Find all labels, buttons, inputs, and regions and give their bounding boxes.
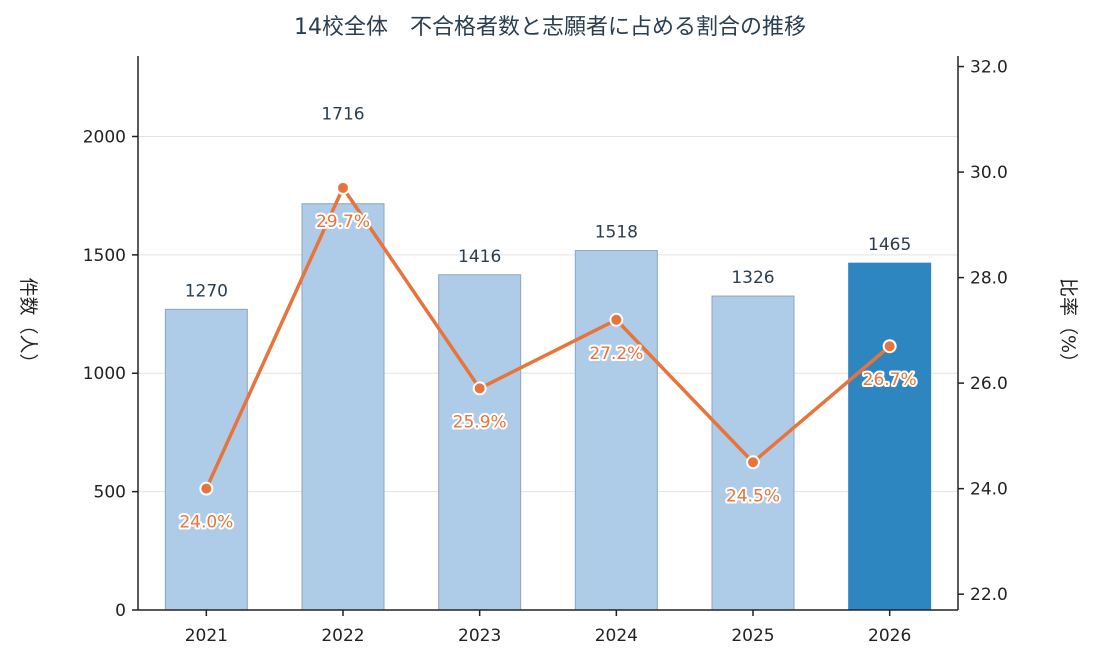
left-axis-label: 件数（人） xyxy=(17,277,39,372)
line-point xyxy=(882,339,897,354)
bar xyxy=(574,250,658,611)
bar xyxy=(848,262,932,611)
right-tick-label: 28.0 xyxy=(970,269,1008,289)
ratio-value-label: 25.9% xyxy=(453,412,507,432)
bar-value-label: 1416 xyxy=(458,247,501,267)
line-point xyxy=(472,381,487,396)
line-point xyxy=(609,312,624,327)
left-tick-label: 2000 xyxy=(83,127,126,147)
ratio-value-label: 24.0% xyxy=(179,513,233,533)
right-axis-label: 比率（%） xyxy=(1057,278,1079,372)
x-tick-label: 2025 xyxy=(731,626,774,646)
x-tick-label: 2022 xyxy=(321,626,364,646)
left-tick-label: 500 xyxy=(94,483,126,503)
right-tick-label: 32.0 xyxy=(970,58,1008,78)
right-tick-label: 30.0 xyxy=(970,163,1008,183)
ratio-value-label: 26.7% xyxy=(863,370,917,390)
bar-value-label: 1326 xyxy=(731,268,774,288)
x-tick-label: 2024 xyxy=(595,626,638,646)
x-tick-label: 2021 xyxy=(185,626,228,646)
bar-value-label: 1465 xyxy=(868,235,911,255)
gridlines xyxy=(138,135,958,493)
ratio-line-path xyxy=(204,186,891,490)
ratio-value-label: 27.2% xyxy=(589,344,643,364)
right-tick-label: 24.0 xyxy=(970,480,1008,500)
line-point xyxy=(746,455,760,470)
data-labels: 1270 1716 1416 1518 1326 1465 24.0% 29.7% 25.9% 2… xyxy=(177,105,918,535)
ratio-line xyxy=(199,180,897,496)
chart-title: 14校全体 不合格者数と志願者に占める割合の推移 xyxy=(294,15,806,40)
right-tick-label: 26.0 xyxy=(970,374,1008,394)
bar xyxy=(164,308,248,611)
bar-value-label: 1270 xyxy=(185,281,228,301)
left-tick-label: 0 xyxy=(115,601,126,621)
right-tick-label: 22.0 xyxy=(970,585,1008,605)
line-point xyxy=(199,481,214,496)
x-tick-label: 2026 xyxy=(868,626,911,646)
ratio-value-label: 29.7% xyxy=(316,212,370,232)
line-point xyxy=(336,180,350,195)
x-tick-label: 2023 xyxy=(458,626,501,646)
bar xyxy=(438,274,522,611)
ratio-value-label: 24.5% xyxy=(726,486,780,506)
left-tick-label: 1500 xyxy=(83,246,126,266)
bar xyxy=(301,203,385,611)
bars xyxy=(164,203,932,611)
axes: 0 500 1000 1500 2000 22.0 24.0 26.0 28.0 30.0 32.0… xyxy=(83,56,1008,646)
bar-value-label: 1518 xyxy=(595,223,638,243)
bar-value-label: 1716 xyxy=(321,105,364,125)
bar xyxy=(711,295,795,611)
left-tick-label: 1000 xyxy=(83,364,126,384)
